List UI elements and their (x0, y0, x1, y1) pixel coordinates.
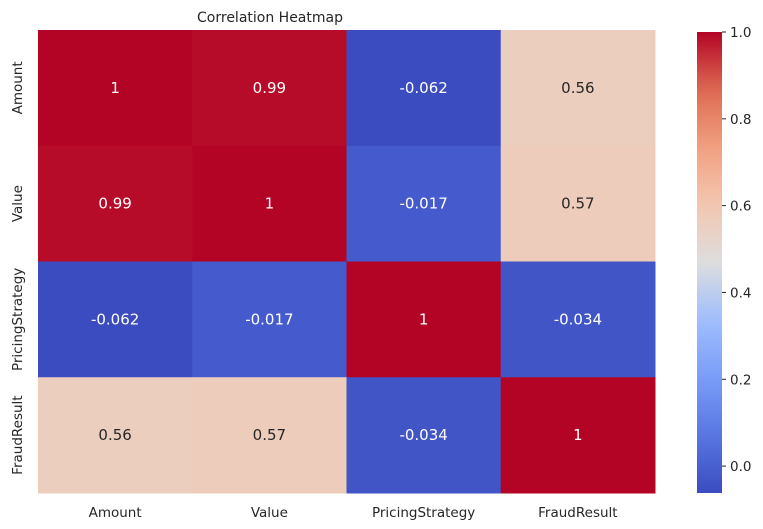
heatmap-cell-label: 1 (573, 426, 583, 444)
heatmap-cell (346, 261, 502, 378)
colorbar-tick-label: 0.6 (730, 199, 751, 215)
heatmap-cell (500, 30, 656, 147)
colorbar-tick-label: 0.0 (730, 459, 751, 475)
y-axis-ticks: Amount Value PricingStrategy FraudResult (10, 61, 26, 475)
x-tick-label: Value (251, 505, 288, 521)
heatmap-cell-label: 1 (419, 310, 429, 328)
heatmap-cell (500, 145, 656, 262)
heatmap-cell-label: -0.062 (91, 310, 139, 328)
heatmap-cell (192, 145, 347, 262)
x-tick-label: PricingStrategy (372, 505, 475, 521)
heatmap-cell (346, 145, 502, 262)
heatmap-cell-label: -0.017 (245, 310, 293, 328)
heatmap-cells: 1 0.99 -0.062 0.56 0.99 1 -0.017 0.57 -0.062 -0.0… (38, 30, 656, 494)
heatmap-cell-label: 1 (110, 79, 120, 97)
y-tick-label: PricingStrategy (10, 268, 26, 371)
heatmap-cell-label: 0.99 (98, 195, 131, 213)
colorbar: 0.0 0.2 0.4 0.6 0.8 1.0 (697, 25, 751, 493)
heatmap-cell (38, 30, 193, 147)
heatmap-cell-label: 0.57 (561, 195, 594, 213)
heatmap-cell-label: 0.99 (253, 79, 286, 97)
heatmap-cell (500, 377, 656, 494)
heatmap-cell-label: -0.017 (399, 195, 447, 213)
colorbar-tick-label: 1.0 (730, 25, 751, 41)
heatmap-cell (192, 30, 347, 147)
heatmap-cell (38, 377, 193, 494)
heatmap-cell (346, 30, 502, 147)
colorbar-tick-label: 0.4 (730, 285, 751, 301)
colorbar-gradient (697, 32, 722, 493)
x-axis-ticks: Amount Value PricingStrategy FraudResult (89, 505, 618, 521)
heatmap-cell (38, 261, 193, 378)
heatmap-cell (192, 261, 347, 378)
colorbar-ticks: 0.0 0.2 0.4 0.6 0.8 1.0 (722, 25, 751, 475)
chart-title: Correlation Heatmap (197, 10, 343, 26)
heatmap-cell-label: 1 (265, 195, 275, 213)
colorbar-tick-label: 0.2 (730, 372, 751, 388)
y-tick-label: Value (10, 185, 26, 222)
heatmap-cell (346, 377, 502, 494)
heatmap-cell (500, 261, 656, 378)
colorbar-tick-label: 0.8 (730, 112, 751, 128)
heatmap-cell (38, 145, 193, 262)
heatmap-cell-label: 0.56 (98, 426, 131, 444)
heatmap-cell-label: -0.034 (399, 426, 447, 444)
heatmap-cell (192, 377, 347, 494)
x-tick-label: FraudResult (538, 505, 617, 521)
heatmap-cell-label: 0.57 (253, 426, 286, 444)
x-tick-label: Amount (89, 505, 142, 521)
heatmap-cell-label: -0.034 (554, 310, 602, 328)
heatmap-cell-label: -0.062 (399, 79, 447, 97)
heatmap-cell-label: 0.56 (561, 79, 594, 97)
y-tick-label: FraudResult (10, 395, 26, 474)
y-tick-label: Amount (10, 61, 26, 114)
